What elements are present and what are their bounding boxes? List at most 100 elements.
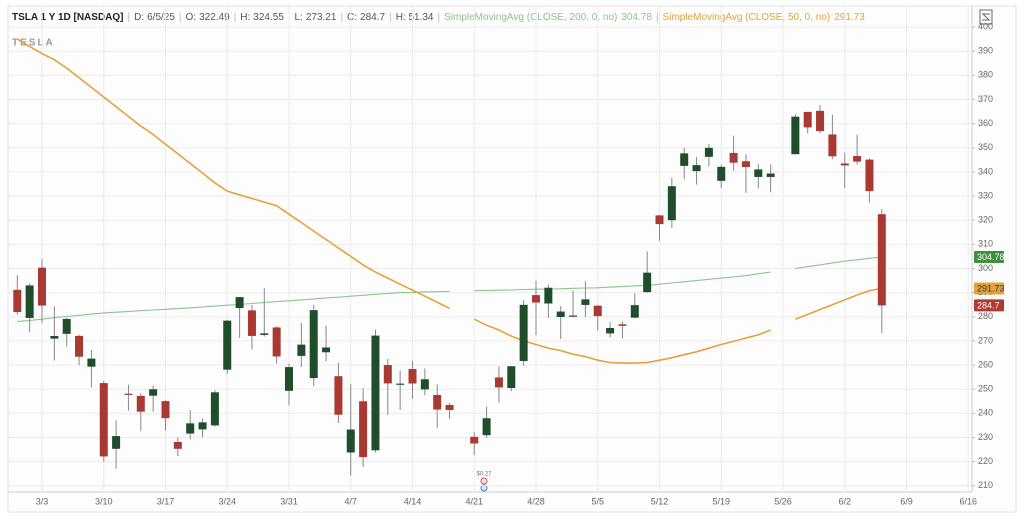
candle-body (630, 305, 639, 318)
candle-body (494, 377, 503, 388)
candle-body (99, 383, 108, 457)
candle-body (445, 404, 454, 411)
candle-body (754, 169, 763, 177)
x-tick-label: 3/3 (36, 496, 49, 506)
candle-body (309, 310, 318, 379)
candle-body (149, 389, 158, 396)
field-value: 324.55 (253, 12, 284, 23)
candle-body (285, 367, 293, 391)
separator: | (656, 12, 659, 23)
x-tick-label: 6/16 (959, 496, 977, 506)
x-tick-label: 6/9 (900, 496, 913, 506)
field-value: 284.7 (360, 12, 385, 23)
chart-frame (7, 5, 1017, 513)
candle-body (593, 305, 602, 317)
candle-body (13, 289, 22, 313)
legend-entry: SimpleMovingAvg (CLOSE, 200, 0, no) (444, 12, 617, 23)
candle-body (741, 161, 750, 168)
candle-body (383, 365, 392, 384)
candle-body (532, 295, 540, 303)
y-tick-label: 230 (978, 432, 993, 442)
candle-body (235, 297, 244, 309)
y-tick-label: 360 (978, 118, 993, 128)
y-tick-label: 210 (978, 480, 993, 490)
y-tick-label: 310 (978, 239, 993, 249)
y-tick-label: 280 (978, 311, 993, 321)
candle-body (223, 320, 232, 370)
y-tick-label: 240 (978, 408, 993, 418)
separator: | (438, 12, 441, 23)
y-tick-label: 220 (978, 456, 993, 466)
candle-body (766, 173, 775, 177)
separator: | (340, 12, 343, 23)
marks-layer (13, 38, 886, 476)
icon-glyph[interactable] (982, 13, 990, 21)
legend-value: 291.73 (834, 12, 865, 23)
settings-icon[interactable] (979, 9, 993, 25)
candle-body (556, 311, 565, 318)
candle-body (112, 436, 121, 449)
range: H: 51.34 (396, 12, 434, 23)
candle-body (606, 327, 615, 334)
legend-value: 304.78 (621, 12, 652, 23)
x-tick-label: 3/10 (95, 496, 113, 506)
y-tick-label: 390 (978, 46, 993, 56)
candle-body (198, 422, 207, 430)
candle-body (692, 165, 701, 172)
candle-body (371, 335, 380, 451)
candle-body (877, 214, 886, 306)
candle-body (38, 267, 46, 306)
x-tick-label: 5/19 (712, 496, 730, 506)
field-value: 322.49 (199, 12, 230, 23)
candle-body (853, 155, 862, 162)
x-tick-label: 3/24 (218, 496, 236, 506)
dividend-icon[interactable] (480, 477, 488, 485)
price-badge-label: 291.73 (977, 283, 1005, 293)
candle-body (408, 369, 417, 384)
candle-body (260, 333, 269, 335)
candle-body (791, 116, 800, 155)
x-tick-label: 5/12 (651, 496, 669, 506)
x-tick-label: 5/5 (591, 496, 604, 506)
candle-body (581, 299, 590, 305)
candle-body (87, 358, 96, 367)
candle-body (396, 383, 405, 385)
price-badge-label: 304.78 (977, 252, 1005, 262)
earnings-icon[interactable] (480, 484, 488, 492)
candle-body (322, 347, 331, 353)
moving-average-line (17, 256, 882, 323)
y-tick-label: 370 (978, 94, 993, 104)
candle-body (482, 418, 491, 436)
y-tick-label: 270 (978, 335, 993, 345)
field-label: C: (347, 12, 357, 23)
candle-body (643, 272, 652, 293)
candle-body (519, 304, 528, 361)
price-badge (974, 299, 1004, 312)
candle-body (729, 152, 738, 163)
separator: | (179, 12, 182, 23)
x-tick-label: 4/21 (465, 496, 483, 506)
candle-body (544, 287, 553, 304)
icon-frame[interactable] (979, 9, 993, 25)
y-tick-label: 350 (978, 142, 993, 152)
symbol: TSLA 1 Y 1D [NASDAQ] (12, 12, 124, 23)
price-badge (974, 250, 1004, 263)
candle-body (75, 335, 84, 357)
candle-body (272, 327, 281, 357)
field-label: D: (134, 12, 144, 23)
candle-body (803, 111, 812, 128)
candle-body (704, 147, 713, 157)
field-value: 273.21 (306, 12, 337, 23)
candle-body (186, 423, 195, 434)
x-tick-label: 4/7 (344, 496, 357, 506)
price-badge (974, 282, 1004, 295)
candle-body (359, 401, 368, 458)
separator: | (234, 12, 237, 23)
y-tick-label: 330 (978, 190, 993, 200)
separator: | (128, 12, 131, 23)
candle-body (334, 376, 343, 415)
field-label: O: (186, 12, 197, 23)
candle-body (346, 429, 355, 453)
